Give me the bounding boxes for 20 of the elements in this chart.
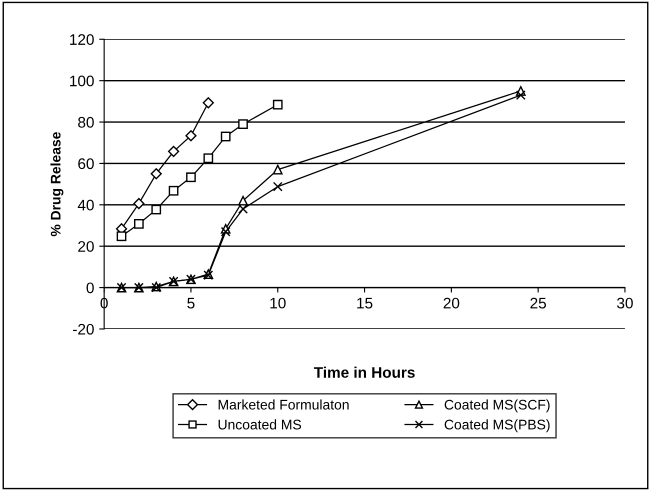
y-tick-label: 60	[78, 158, 94, 170]
x-tick-label: 15	[357, 298, 372, 309]
legend-label: Marketed Formulaton	[218, 399, 349, 410]
x-tick-label: 25	[530, 298, 546, 309]
legend-label: Coated MS(SCF)	[444, 399, 550, 412]
y-tick-label: -20	[73, 324, 94, 335]
x-tick-label: 20	[444, 298, 460, 309]
y-tick-label: 20	[78, 241, 94, 252]
x-axis-title: Time in Hours	[314, 366, 415, 378]
y-tick-label: 80	[78, 116, 94, 128]
y-tick-label: 0	[86, 282, 94, 294]
legend-label: Uncoated MS	[218, 419, 302, 430]
y-tick-label: 40	[78, 200, 94, 211]
y-tick-label: 100	[70, 76, 94, 86]
x-tick-label: 30	[617, 298, 633, 309]
y-axis-title: % Drug Release	[50, 132, 64, 236]
legend-label: Coated MS(PBS)	[444, 419, 550, 432]
x-tick-label: 10	[270, 298, 286, 309]
y-tick-label: 120	[70, 34, 94, 45]
x-tick-label: 5	[187, 298, 195, 309]
